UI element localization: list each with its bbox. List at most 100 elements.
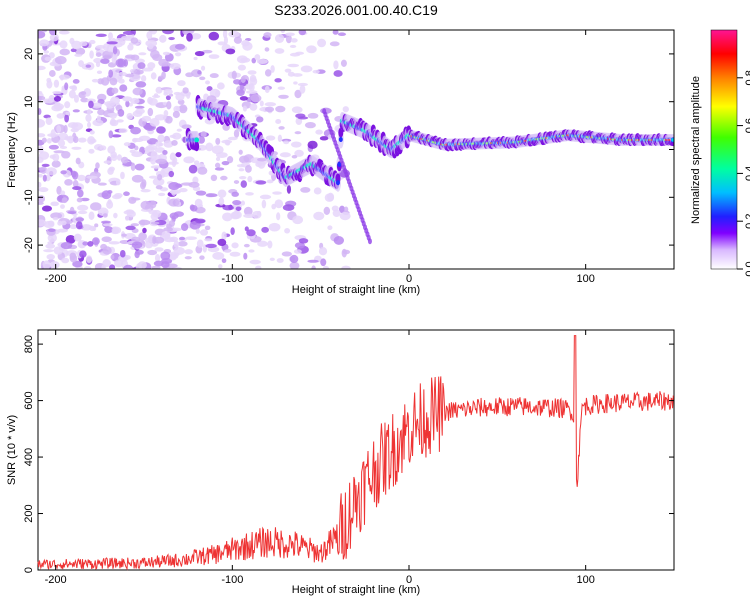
spectrogram-cell	[291, 106, 303, 114]
spectrogram-cell	[285, 32, 295, 37]
spectrogram-cell	[133, 69, 144, 75]
spectrogram-cell	[333, 236, 345, 245]
bottom-x-tick-label: 0	[406, 574, 412, 586]
spectrogram-cell	[65, 111, 70, 116]
spectrogram-cell	[39, 39, 50, 47]
spectrogram-cell	[102, 223, 113, 227]
spectrogram-cell	[289, 254, 299, 264]
spectrogram-cell	[85, 114, 92, 123]
spectrogram-cell	[88, 211, 95, 220]
spectrogram-cell	[58, 139, 66, 147]
spectrogram-cell	[150, 165, 162, 169]
spectrogram-cell	[151, 265, 161, 269]
spectrogram-cell	[175, 92, 185, 101]
spectrogram-cell	[82, 241, 89, 246]
spectrogram-cell	[53, 150, 65, 154]
spectrogram-cell	[277, 86, 286, 90]
spectrogram-cell	[190, 204, 198, 212]
spectrogram-cell	[51, 160, 61, 168]
bottom-y-tick-label: 800	[23, 335, 35, 353]
spectrogram-heat	[38, 30, 674, 269]
spectrogram-cell	[130, 126, 142, 135]
spectrogram-cell	[50, 212, 63, 219]
spectrogram-cell	[72, 135, 79, 144]
spectrogram-cell	[276, 212, 281, 221]
spectrogram-cell	[200, 131, 207, 138]
spectrogram-cell	[111, 87, 119, 94]
spectrogram-cell	[332, 209, 341, 217]
spectrogram-cell	[166, 101, 172, 110]
spectrogram-cell	[115, 58, 127, 68]
spectrogram-cell	[152, 53, 163, 62]
spectrogram-cell	[194, 206, 206, 214]
spectrogram-cell	[91, 102, 102, 109]
spectrogram-cell	[186, 32, 193, 42]
spectrogram-cell	[233, 180, 240, 184]
spectrogram-cell	[52, 216, 59, 221]
spectrogram-cell	[64, 101, 71, 109]
spectrogram-cell	[146, 31, 153, 40]
spectrogram-cell	[218, 264, 223, 269]
spectrogram-cell	[285, 34, 292, 44]
spectrogram-cell	[195, 228, 200, 234]
spectrogram-cell	[284, 68, 292, 73]
spectrogram-cell	[152, 209, 162, 218]
spectrogram-cell	[236, 89, 245, 96]
spectrogram-cell	[236, 55, 248, 64]
spectrogram-cell	[124, 54, 136, 59]
spectrogram-cell	[46, 80, 53, 89]
top-y-tick-label: 0	[23, 146, 35, 152]
spectrogram-cell	[238, 168, 245, 172]
spectrogram-cell	[141, 115, 152, 122]
spectrogram-cell	[267, 240, 273, 249]
spectrogram-cell	[155, 86, 163, 94]
spectrogram-cell	[131, 174, 144, 183]
spectrogram-cell	[175, 183, 181, 188]
spectrogram-cell	[110, 254, 115, 260]
spectrogram-cell	[249, 74, 257, 83]
spectrogram-cell	[52, 90, 62, 95]
spectrogram-cell	[147, 96, 153, 105]
spectrogram-cell	[100, 77, 110, 86]
spectrogram-cell	[175, 152, 182, 158]
spectrogram-cell	[294, 242, 306, 249]
spectrogram-cell	[255, 180, 267, 185]
spectrogram-cell	[73, 94, 79, 103]
spectrogram-cell	[177, 80, 186, 87]
spectrogram-cell	[46, 138, 52, 144]
top-x-tick-label: -100	[221, 273, 243, 285]
spectrogram-cell	[135, 108, 145, 115]
spectrogram-cell	[41, 205, 52, 212]
spectrogram-cell	[208, 31, 220, 41]
spectrogram-cell	[671, 138, 674, 142]
spectrogram-cell	[226, 156, 234, 164]
spectrogram-cell	[77, 210, 88, 215]
spectrogram-cell	[158, 192, 166, 197]
spectrogram-cell	[101, 190, 112, 200]
spectrogram-cell	[124, 73, 135, 78]
spectrogram-cell	[130, 197, 141, 201]
spectrogram-cell	[77, 137, 87, 143]
spectrogram-cell	[307, 259, 319, 263]
spectrogram-cell	[205, 80, 210, 85]
spectrogram-cell	[41, 163, 50, 167]
spectrogram-cell	[56, 125, 62, 134]
spectrogram-cell	[233, 36, 242, 44]
spectrogram-cell	[200, 65, 206, 71]
spectrogram-cell	[122, 30, 135, 36]
spectrogram-cell	[59, 145, 68, 149]
spectrogram-cell	[243, 252, 248, 260]
spectrogram-cell	[88, 100, 94, 109]
spectrogram-cell	[87, 121, 92, 128]
spectrogram-cell	[147, 107, 154, 117]
spectrogram-cell	[243, 243, 250, 248]
spectrogram-cell	[110, 118, 116, 126]
spectrogram-cell	[101, 264, 107, 269]
spectrogram-cell	[64, 179, 73, 186]
bottom-x-tick-label: -200	[45, 574, 67, 586]
spectrogram-cell	[56, 228, 69, 233]
spectrogram-cell	[168, 251, 178, 261]
spectrogram-cell	[38, 133, 46, 138]
spectrogram-cell	[313, 211, 325, 221]
spectrogram-cell	[199, 76, 206, 81]
